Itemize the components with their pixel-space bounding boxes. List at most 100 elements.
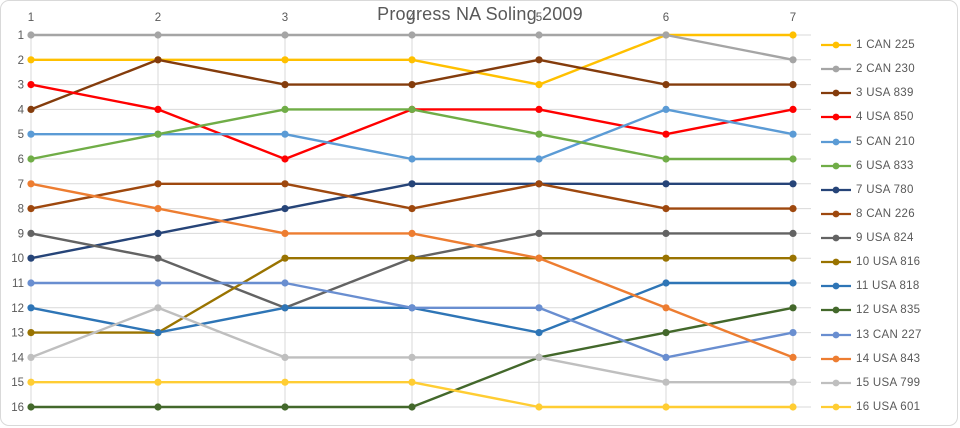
- y-axis-label: 5: [18, 129, 24, 141]
- data-point: [535, 353, 543, 361]
- data-point: [27, 81, 35, 89]
- data-point: [535, 81, 543, 89]
- data-point: [281, 105, 289, 113]
- data-point: [281, 155, 289, 163]
- data-point: [281, 353, 289, 361]
- data-point: [281, 81, 289, 89]
- data-point: [789, 229, 797, 237]
- data-point: [535, 130, 543, 138]
- data-point: [154, 56, 162, 64]
- data-point: [27, 304, 35, 312]
- data-point: [27, 378, 35, 386]
- y-axis-label: 15: [11, 377, 24, 389]
- data-point: [154, 130, 162, 138]
- data-point: [789, 155, 797, 163]
- data-point: [662, 329, 670, 337]
- y-axis-label: 9: [18, 228, 24, 240]
- data-point: [789, 254, 797, 262]
- data-point: [789, 130, 797, 138]
- data-point: [789, 180, 797, 188]
- y-axis-label: 12: [11, 303, 24, 315]
- data-point: [789, 403, 797, 411]
- data-point: [281, 403, 289, 411]
- data-point: [27, 130, 35, 138]
- data-point: [535, 304, 543, 312]
- data-point: [662, 130, 670, 138]
- y-axis-label: 11: [12, 278, 24, 290]
- data-point: [789, 353, 797, 361]
- data-point: [662, 81, 670, 89]
- data-point: [535, 229, 543, 237]
- data-point: [154, 378, 162, 386]
- data-point: [154, 180, 162, 188]
- data-point: [27, 56, 35, 64]
- data-point: [27, 205, 35, 213]
- data-point: [281, 254, 289, 262]
- y-axis-label: 14: [11, 352, 24, 364]
- data-point: [662, 31, 670, 39]
- data-point: [27, 254, 35, 262]
- data-point: [27, 279, 35, 287]
- data-point: [281, 304, 289, 312]
- x-axis-label: 1: [28, 12, 34, 24]
- data-point: [27, 329, 35, 337]
- data-point: [662, 155, 670, 163]
- data-point: [27, 105, 35, 113]
- y-axis-label: 16: [11, 402, 24, 414]
- data-point: [154, 31, 162, 39]
- data-point: [408, 403, 416, 411]
- data-point: [408, 353, 416, 361]
- y-axis-label: 1: [18, 30, 24, 42]
- y-axis-label: 4: [18, 104, 25, 116]
- data-point: [408, 180, 416, 188]
- data-point: [154, 205, 162, 213]
- data-point: [535, 56, 543, 64]
- data-point: [535, 105, 543, 113]
- data-point: [789, 81, 797, 89]
- y-axis-label: 13: [11, 328, 24, 340]
- data-point: [789, 279, 797, 287]
- data-point: [662, 229, 670, 237]
- data-point: [154, 403, 162, 411]
- data-point: [281, 180, 289, 188]
- x-axis-label: 7: [790, 12, 796, 24]
- data-point: [662, 205, 670, 213]
- data-point: [281, 229, 289, 237]
- data-point: [408, 105, 416, 113]
- data-point: [789, 304, 797, 312]
- data-point: [154, 229, 162, 237]
- data-point: [789, 378, 797, 386]
- data-point: [535, 329, 543, 337]
- x-axis-label: 2: [155, 12, 161, 24]
- data-point: [27, 31, 35, 39]
- x-axis-label: 5: [536, 12, 542, 24]
- y-axis-label: 6: [18, 154, 24, 166]
- data-point: [408, 378, 416, 386]
- y-axis-label: 8: [18, 204, 24, 216]
- data-point: [408, 31, 416, 39]
- data-point: [535, 31, 543, 39]
- data-point: [789, 56, 797, 64]
- x-axis-label: 3: [282, 12, 288, 24]
- data-point: [281, 56, 289, 64]
- data-point: [662, 353, 670, 361]
- data-point: [281, 378, 289, 386]
- data-point: [154, 254, 162, 262]
- data-point: [408, 254, 416, 262]
- data-point: [408, 56, 416, 64]
- data-point: [535, 403, 543, 411]
- data-point: [535, 180, 543, 188]
- data-point: [408, 205, 416, 213]
- data-point: [535, 254, 543, 262]
- data-point: [662, 304, 670, 312]
- data-point: [408, 304, 416, 312]
- data-point: [662, 180, 670, 188]
- data-point: [281, 130, 289, 138]
- data-point: [662, 254, 670, 262]
- x-axis-label: 4: [409, 12, 416, 24]
- data-point: [154, 105, 162, 113]
- data-point: [27, 180, 35, 188]
- data-point: [27, 353, 35, 361]
- data-point: [281, 31, 289, 39]
